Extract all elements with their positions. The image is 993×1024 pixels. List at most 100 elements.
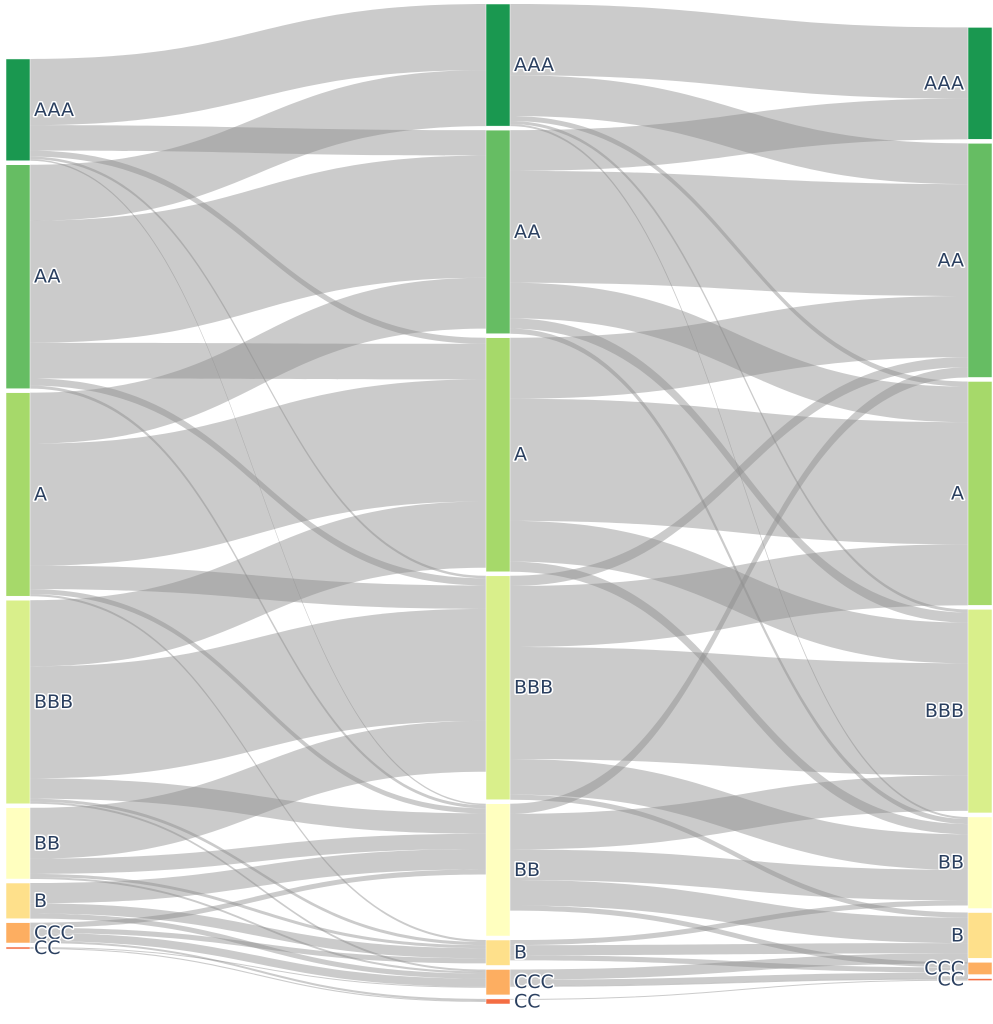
node-label-1-aa: AA [514,221,541,243]
link-1-a-to-bbb [510,520,968,664]
link-1-ccc-to-b [510,953,968,980]
link-1-b-to-ccc [510,955,968,973]
link-1-bbb-to-bbb [510,647,968,776]
node-2-a [967,381,993,606]
link-0-cc-to-cc [30,948,486,1002]
node-0-bbb [5,599,31,805]
node-label-1-ccc: CCC [514,971,554,993]
link-1-a-to-bb [510,561,968,835]
link-0-aaa-to-bbb [30,156,486,579]
node-label-0-bb: BB [34,832,60,854]
node-2-bbb [967,609,993,814]
link-0-aa-to-a [30,342,486,380]
node-label-0-bbb: BBB [34,691,73,713]
link-0-aaa-to-a [30,150,486,344]
node-label-1-b: B [514,942,527,964]
link-0-aa-to-aa [30,155,486,343]
link-0-bb-to-b [30,873,486,949]
node-label-2-bbb: BBB [925,700,964,722]
link-0-ccc-to-ccc [30,932,486,987]
node-2-aa [967,143,993,378]
node-label-2-ccc: CCC [924,957,964,979]
link-1-bb-to-b [510,880,968,944]
link-1-aaa-to-a [510,115,968,387]
link-1-a-to-a [510,398,968,545]
node-0-a [5,392,31,597]
link-1-bb-to-aa [510,367,968,814]
node-0-b [5,882,31,919]
link-1-bb-to-bb [510,849,968,901]
link-0-a-to-a [30,379,486,566]
link-0-cc-to-ccc [30,947,486,988]
link-0-bbb-to-bbb [30,608,486,779]
link-0-aa-to-bb [30,385,486,809]
node-label-1-a: A [514,444,527,466]
link-0-a-to-bb [30,589,486,814]
link-1-a-to-aa [510,296,968,399]
link-1-b-to-b [510,943,968,956]
node-label-2-a: A [951,482,964,504]
link-0-b-to-b [30,903,486,959]
sankey-labels: AAAAAABBBBBBCCCCCAAAAAABBBBBBCCCCCAAAAAA… [33,53,966,1014]
link-0-bbb-to-ccc [30,801,486,972]
node-1-ccc [485,969,511,996]
link-1-bb-to-bbb [510,775,968,850]
link-1-b-to-bb [510,900,968,946]
link-1-bbb-to-b [510,794,968,918]
node-label-2-aa: AA [937,249,964,271]
link-0-a-to-aa [30,277,486,444]
link-1-bbb-to-bb [510,758,968,870]
link-0-aaa-to-bb [30,159,486,806]
node-0-aa [5,164,31,389]
node-1-aaa [485,3,511,127]
node-label-0-a: A [34,483,47,505]
node-label-2-bb: BB [938,852,964,874]
sankey-links [30,4,968,1002]
link-0-aaa-to-aa [30,125,486,156]
link-1-aaa-to-bbb [510,121,968,613]
link-0-ccc-to-bb [30,869,486,928]
link-0-aa-to-bbb [30,378,486,586]
node-label-0-b: B [34,890,47,912]
link-0-b-to-ccc [30,913,486,979]
node-1-bbb [485,575,511,800]
link-1-ccc-to-cc [510,978,968,987]
link-0-a-to-bbb [30,565,486,609]
link-0-bb-to-bb [30,833,486,874]
sankey-nodes [5,3,993,1005]
link-1-bbb-to-aa [510,357,968,586]
node-label-1-aaa: AAA [514,54,554,76]
link-1-aa-to-bbb [510,318,968,623]
link-1-aa-to-aa [510,170,968,297]
node-1-cc [485,998,511,1005]
node-1-bb [485,803,511,937]
node-label-0-ccc: CCC [34,922,74,944]
link-0-ccc-to-b [30,927,486,964]
node-2-aaa [967,27,993,140]
link-0-aa-to-aaa [30,70,486,221]
node-1-b [485,939,511,966]
node-1-aa [485,129,511,334]
link-1-cc-to-cc [510,979,968,1000]
node-2-cc [967,978,993,981]
link-1-aa-to-a [510,282,968,423]
node-0-bb [5,807,31,880]
node-label-1-cc: CC [514,990,541,1012]
link-0-bbb-to-b [30,798,486,946]
node-label-2-aaa: AAA [924,72,964,94]
node-1-a [485,337,511,573]
link-1-aaa-to-aaa [510,4,968,99]
node-label-0-aaa: AAA [34,99,74,121]
node-2-bb [967,816,993,909]
node-0-aaa [5,58,31,161]
link-0-b-to-bb [30,848,486,904]
node-0-ccc [5,922,31,944]
link-1-aaa-to-bb [510,124,968,819]
node-2-b [967,912,993,959]
link-1-bbb-to-a [510,544,968,648]
link-1-bb-to-ccc [510,905,968,968]
link-0-bbb-to-bb [30,778,486,834]
node-label-0-aa: AA [34,266,61,288]
link-1-ccc-to-ccc [510,972,968,986]
